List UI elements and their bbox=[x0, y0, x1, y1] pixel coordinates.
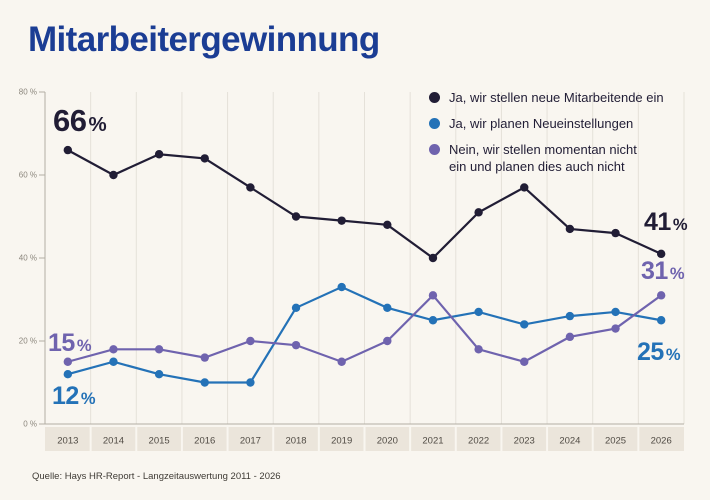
data-point bbox=[520, 183, 529, 192]
data-point bbox=[656, 249, 666, 259]
data-label-value: 25 bbox=[637, 338, 664, 366]
data-point bbox=[611, 228, 620, 238]
data-point bbox=[246, 336, 255, 346]
data-label-value: 31 bbox=[641, 257, 668, 285]
data-point bbox=[246, 378, 255, 387]
data-point bbox=[246, 183, 255, 192]
data-label-value: 66 bbox=[53, 103, 87, 138]
data-label-2013-planning: 12% bbox=[52, 384, 95, 409]
data-point bbox=[337, 357, 346, 366]
year-label: 2014 bbox=[103, 436, 124, 447]
year-label: 2026 bbox=[651, 436, 672, 447]
year-label: 2025 bbox=[605, 436, 626, 447]
percent-sign: % bbox=[669, 265, 685, 283]
data-point bbox=[63, 370, 73, 379]
data-point bbox=[428, 291, 438, 300]
series-line-0 bbox=[67, 149, 662, 260]
percent-sign: % bbox=[80, 390, 96, 408]
data-point bbox=[565, 224, 575, 234]
data-label-2013-not-hiring: 15% bbox=[48, 331, 91, 356]
data-label-2026-hiring: 41% bbox=[644, 210, 687, 235]
data-point bbox=[337, 282, 346, 292]
year-label: 2023 bbox=[514, 436, 535, 447]
legend-item: Ja, wir stellen neue Mitarbeitende ein bbox=[429, 89, 707, 106]
legend-dot-icon bbox=[429, 144, 440, 155]
data-point bbox=[200, 378, 209, 387]
percent-sign: % bbox=[665, 346, 681, 364]
y-tick-label: 60 % bbox=[19, 171, 37, 180]
data-point bbox=[565, 311, 575, 321]
page-title: Mitarbeitergewinnung bbox=[28, 20, 380, 59]
year-label: 2020 bbox=[377, 436, 398, 447]
data-point bbox=[428, 316, 438, 325]
year-label: 2021 bbox=[422, 436, 443, 447]
data-point bbox=[474, 307, 483, 317]
percent-sign: % bbox=[672, 216, 688, 234]
legend-label: Nein, wir stellen momentan nicht ein und… bbox=[449, 142, 637, 174]
data-point bbox=[656, 291, 666, 300]
percent-sign: % bbox=[88, 113, 107, 136]
data-label-value: 12 bbox=[52, 382, 79, 410]
data-point bbox=[383, 303, 392, 312]
data-point bbox=[520, 357, 529, 366]
data-point bbox=[611, 324, 620, 333]
series-line-1 bbox=[67, 285, 662, 384]
data-point bbox=[383, 220, 392, 229]
data-point bbox=[291, 303, 301, 312]
data-label-value: 41 bbox=[644, 208, 671, 236]
data-label-2013-hiring: 66% bbox=[53, 103, 107, 138]
year-label: 2013 bbox=[57, 436, 78, 447]
data-point bbox=[154, 370, 164, 379]
data-point bbox=[154, 345, 164, 354]
data-point bbox=[291, 340, 301, 350]
year-label: 2019 bbox=[331, 436, 352, 447]
data-point bbox=[565, 332, 575, 342]
data-point bbox=[291, 212, 301, 221]
year-label: 2022 bbox=[468, 436, 489, 447]
legend: Ja, wir stellen neue Mitarbeitende ein Ja… bbox=[429, 89, 707, 184]
series-line-2 bbox=[67, 293, 662, 363]
data-point bbox=[109, 345, 118, 354]
data-point bbox=[520, 320, 529, 329]
data-point bbox=[63, 357, 73, 366]
data-point bbox=[109, 357, 118, 366]
y-tick-label: 0 % bbox=[23, 420, 37, 429]
data-label-2026-not-hiring: 31% bbox=[641, 259, 684, 284]
data-point bbox=[474, 208, 483, 217]
data-point bbox=[383, 336, 392, 346]
year-label: 2016 bbox=[194, 436, 215, 447]
y-tick-label: 80 % bbox=[19, 88, 37, 97]
data-point bbox=[200, 353, 209, 362]
data-point bbox=[656, 316, 666, 325]
y-tick-label: 20 % bbox=[19, 337, 37, 346]
percent-sign: % bbox=[76, 337, 92, 355]
legend-label: Ja, wir stellen neue Mitarbeitende ein bbox=[449, 90, 664, 105]
data-point bbox=[154, 150, 164, 159]
legend-dot-icon bbox=[429, 118, 440, 129]
legend-dot-icon bbox=[429, 92, 440, 103]
year-label: 2015 bbox=[149, 436, 170, 447]
data-point bbox=[63, 145, 73, 155]
legend-item: Nein, wir stellen momentan nicht ein und… bbox=[429, 141, 707, 175]
data-label-2026-planning: 25% bbox=[637, 340, 680, 365]
data-point bbox=[200, 154, 209, 163]
data-label-value: 15 bbox=[48, 329, 75, 357]
year-label: 2018 bbox=[285, 436, 306, 447]
year-label: 2024 bbox=[559, 436, 580, 447]
legend-label: Ja, wir planen Neueinstellungen bbox=[449, 116, 634, 131]
legend-item: Ja, wir planen Neueinstellungen bbox=[429, 115, 707, 132]
data-point bbox=[337, 216, 346, 225]
data-point bbox=[428, 253, 438, 263]
data-point bbox=[109, 170, 118, 180]
year-label: 2017 bbox=[240, 436, 261, 447]
source-note: Quelle: Hays HR-Report - Langzeitauswert… bbox=[32, 471, 281, 482]
data-point bbox=[611, 307, 620, 317]
y-tick-label: 40 % bbox=[19, 254, 37, 263]
data-point bbox=[474, 345, 483, 354]
